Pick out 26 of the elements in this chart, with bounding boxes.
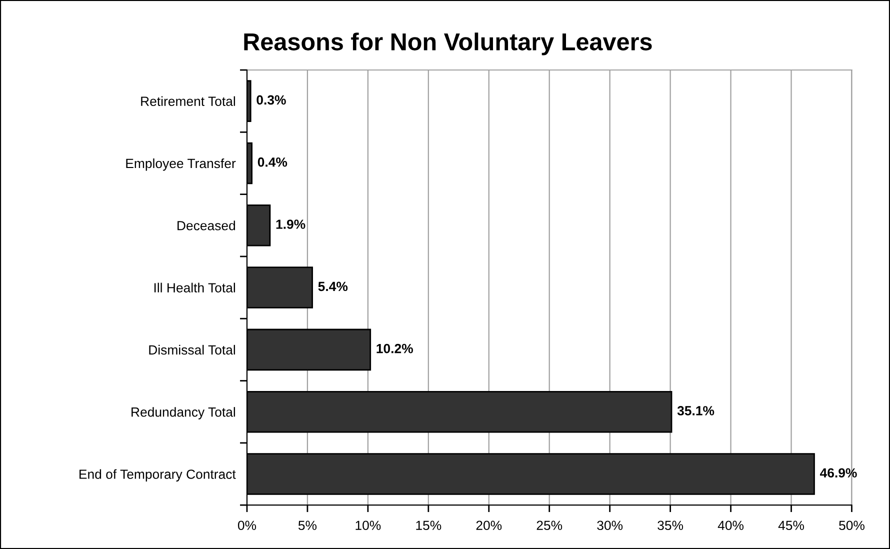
y-tick-label: Retirement Total — [141, 96, 235, 106]
y-tick-label: Employee Transfer — [126, 158, 236, 171]
x-tick-label: 25% — [536, 520, 562, 530]
x-tick-label: 50% — [839, 520, 864, 530]
x-tick-label: 20% — [476, 520, 502, 530]
x-tick-label: 15% — [416, 520, 442, 530]
y-tick-label: Dismissal Total — [149, 344, 235, 355]
x-tick-label: 30% — [597, 520, 623, 530]
data-label: 0.3% — [256, 95, 286, 105]
data-label: 46.9% — [820, 468, 857, 478]
x-tick-label: 0% — [238, 520, 256, 530]
x-tick-label: 35% — [658, 520, 684, 530]
data-label: 0.4% — [258, 157, 288, 167]
data-label: 35.1% — [677, 406, 714, 416]
data-label: 1.9% — [276, 220, 306, 229]
y-tick-label: Ill Health Total — [154, 282, 235, 292]
y-tick-label: Redundancy Total — [132, 407, 235, 420]
x-tick-label: 45% — [778, 520, 804, 530]
x-tick-label: 40% — [718, 520, 744, 530]
x-tick-label: 10% — [356, 520, 381, 530]
chart-title: Reasons for Non Voluntary Leavers — [244, 32, 652, 56]
y-tick-label: End of Temporary Contract — [80, 469, 236, 482]
y-tick-label: Deceased — [178, 220, 236, 230]
x-tick-label: 5% — [298, 520, 317, 530]
data-label: 5.4% — [318, 282, 348, 292]
data-label: 10.2% — [376, 344, 413, 354]
